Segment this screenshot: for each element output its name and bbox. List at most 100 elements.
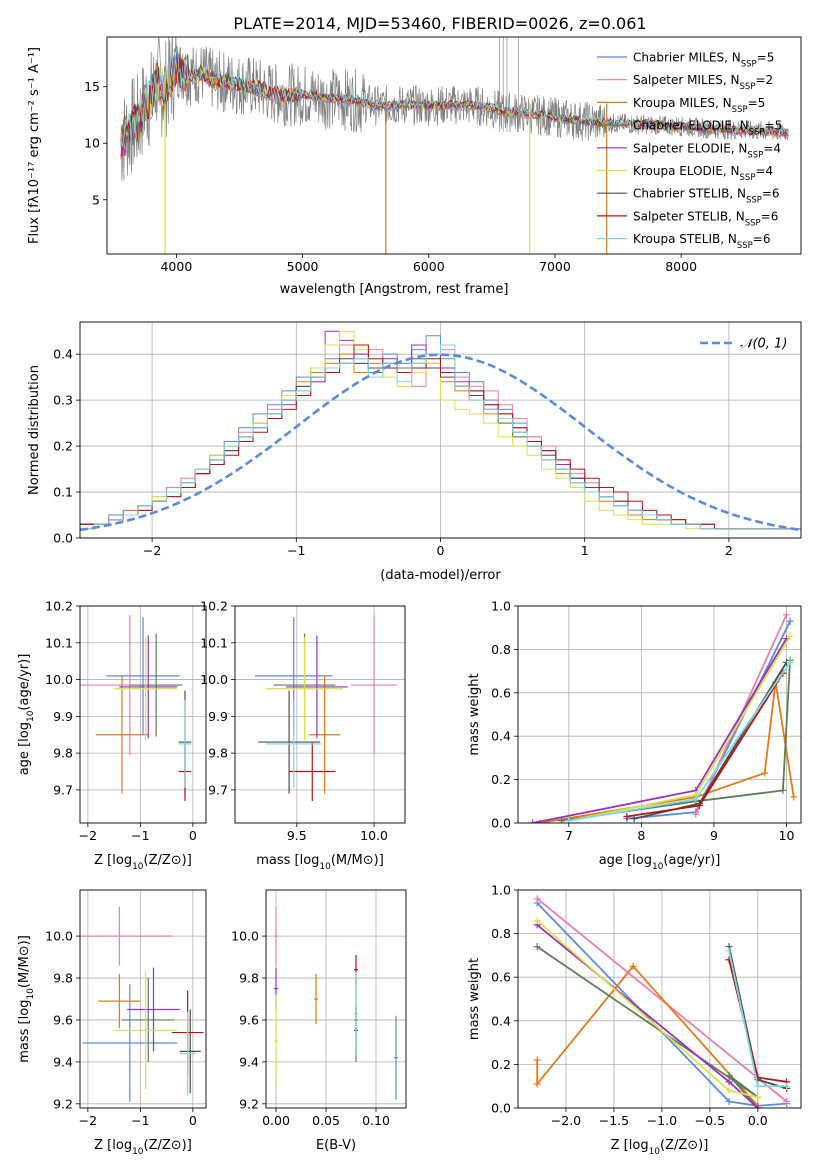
residuals-ylabel: Normed distribution xyxy=(27,365,42,495)
age-vs-z-ytick-label: 9.9 xyxy=(53,709,73,724)
mass-weight-vs-z-frame xyxy=(517,889,802,1109)
legend-label: Chabrier MILES, N xyxy=(633,51,741,65)
age-vs-z-ylabel-label: age [log10(age/yr)] xyxy=(17,654,36,776)
spectrum-ytick-label: 15 xyxy=(84,79,100,94)
spectrum-frame xyxy=(106,36,802,255)
legend-n: =2 xyxy=(755,73,773,87)
residuals-xlabel: (data-model)/error xyxy=(380,568,501,583)
mass-weight-vs-age-ytick-label: 0.8 xyxy=(491,642,511,657)
mass-vs-ebv-ytick-label: 9.2 xyxy=(239,1096,259,1111)
age-vs-mass-xtick-label: 9.5 xyxy=(287,828,307,843)
mass-vs-z-ytick-label: 9.6 xyxy=(53,1012,73,1027)
age-vs-z-xtick-label: 0 xyxy=(189,828,197,843)
residuals-ytick-label: 0.1 xyxy=(53,485,73,500)
legend-n: =5 xyxy=(748,96,766,110)
mass-vs-ebv-plot xyxy=(274,906,398,1100)
mass-weight-vs-z-ytick-label: 0.4 xyxy=(491,1013,511,1028)
xlabel-main: mass [log xyxy=(256,853,319,868)
mass-vs-ebv-ytick-label: 9.6 xyxy=(239,1012,259,1027)
residuals-ytick-label: 0.4 xyxy=(53,347,73,362)
legend-label: Salpeter STELIB, N xyxy=(633,209,745,223)
legend-label: Kroupa ELODIE, N xyxy=(633,164,740,178)
spectrum-xtick-label: 4000 xyxy=(160,259,192,274)
spectrum-axes: 4000 5000 6000 7000 8000 5 10 15 xyxy=(84,79,697,274)
mass-weight-vs-age-xlabel-label: age [log10(age/yr)] xyxy=(599,853,721,872)
mass-weight-vs-z-ytick-label: 0.6 xyxy=(491,970,511,985)
legend-n: =6 xyxy=(753,232,771,246)
ylabel-main: age [log xyxy=(17,722,32,775)
spectrum-model-line xyxy=(120,46,789,148)
mass-weight-vs-z-ytick-label: 0.0 xyxy=(491,1101,511,1116)
age-vs-mass-ytick-label: 9.7 xyxy=(208,782,228,797)
mass-weight-vs-age-point-marker xyxy=(782,611,790,619)
mass-weight-vs-z-point-marker xyxy=(754,1104,762,1108)
legend-sub: SSP xyxy=(746,196,762,206)
legend-n: =4 xyxy=(755,164,773,178)
mass-vs-z-frame xyxy=(79,889,207,1109)
age-vs-mass-ytick-label: 9.8 xyxy=(208,746,228,761)
mass-weight-vs-age-ytick-label: 0.6 xyxy=(491,685,511,700)
mass-vs-ebv-xtick-label: 0.10 xyxy=(362,1113,390,1128)
mass-weight-vs-age-point-marker xyxy=(695,802,703,810)
spectrum-ylabel: Flux [fλ10⁻¹⁷ erg cm⁻² s⁻¹ A⁻¹] xyxy=(27,47,42,244)
mass-weight-vs-age-plot xyxy=(529,611,798,823)
mass-weight-vs-z-xlabel-label: Z [log10(Z/Z⊙)] xyxy=(611,1138,709,1157)
age-vs-z-ytick-label: 10.2 xyxy=(45,599,73,614)
mass-vs-z-ylabel-label: mass [log10(M/M⊙)] xyxy=(17,935,36,1063)
ylabel-tail: (M/M⊙)] xyxy=(17,935,32,988)
age-vs-mass-ytick-label: 9.9 xyxy=(208,709,228,724)
mass-vs-ebv-frame xyxy=(265,889,407,1109)
legend-label: Salpeter ELODIE, N xyxy=(633,141,747,155)
legend-sub: SSP xyxy=(732,105,748,115)
xlabel-main: age [log xyxy=(599,853,652,868)
xlabel-sub: 10 xyxy=(132,862,144,872)
mass-weight-vs-age-xtick-label: 10 xyxy=(779,828,795,843)
mass-weight-vs-age-point-marker xyxy=(529,819,537,823)
mass-vs-ebv-ytick-label: 9.8 xyxy=(239,971,259,986)
xlabel-tail: (M/M⊙)] xyxy=(331,853,384,868)
xlabel-tail: (age/yr)] xyxy=(663,853,720,868)
legend-sub: SSP xyxy=(740,173,756,183)
xlabel-tail: (Z/Z⊙)] xyxy=(144,1138,192,1153)
residuals-xtick-label: −2 xyxy=(143,543,161,558)
ylabel-main: mass [log xyxy=(17,1000,32,1063)
mass-weight-vs-age-point-marker xyxy=(761,769,769,777)
legend-n: =5 xyxy=(765,119,783,133)
ylabel-sub: 10 xyxy=(26,988,36,1000)
mass-vs-z-ytick-label: 9.2 xyxy=(53,1096,73,1111)
mass-weight-vs-z-series-line xyxy=(536,945,759,1108)
mass-weight-vs-age-ytick-label: 1.0 xyxy=(491,599,511,614)
mass-weight-vs-z-point-marker xyxy=(533,917,541,925)
legend-label: Chabrier ELODIE, N xyxy=(633,119,749,133)
mass-vs-z-ytick-label: 9.4 xyxy=(53,1054,73,1069)
mass-weight-vs-age-ytick-label: 0.4 xyxy=(491,729,511,744)
legend-sub: SSP xyxy=(740,82,756,92)
mass-weight-vs-age-point-marker xyxy=(692,810,700,818)
mass-weight-vs-age-point-marker xyxy=(779,786,787,794)
legend-n: =6 xyxy=(762,187,780,201)
residuals-ytick-label: 0.0 xyxy=(53,531,73,546)
residuals-xtick-label: 1 xyxy=(581,543,589,558)
age-vs-mass-xlabel-label: mass [log10(M/M⊙)] xyxy=(256,853,384,872)
mass-weight-vs-age-ytick-label: 0.2 xyxy=(491,772,511,787)
spectrum-xlabel: wavelength [Angstrom, rest frame] xyxy=(280,282,509,297)
mass-weight-vs-age-xtick-label: 8 xyxy=(637,828,645,843)
spectrum-xtick-label: 7000 xyxy=(539,259,571,274)
mass-vs-z-plot xyxy=(80,906,204,1102)
mass-weight-vs-z-point-marker xyxy=(725,1087,733,1095)
age-vs-z-xtick-label: −1 xyxy=(131,828,149,843)
mass-weight-vs-z-ytick-label: 0.2 xyxy=(491,1057,511,1072)
mass-weight-vs-age-ylabel: mass weight xyxy=(467,673,482,755)
legend-label: Kroupa STELIB, N xyxy=(633,232,737,246)
mass-weight-vs-age-point-marker xyxy=(786,632,794,640)
mass-weight-vs-z-point-marker xyxy=(725,1078,733,1086)
mass-weight-vs-z-xtick-label: −1.0 xyxy=(647,1113,677,1128)
xlabel-main: Z [log xyxy=(94,853,132,868)
mass-vs-ebv-axes: 0.00 0.05 0.10 9.2 9.4 9.6 9.8 10.0 xyxy=(231,890,406,1128)
residuals-xtick-label: 0 xyxy=(437,543,445,558)
mass-vs-ebv-xtick-label: 0.05 xyxy=(312,1113,340,1128)
mass-weight-vs-z-ytick-label: 1.0 xyxy=(491,883,511,898)
mass-weight-vs-z-point-marker xyxy=(754,1093,762,1101)
residuals-frame xyxy=(79,321,802,539)
mass-weight-vs-age-point-marker xyxy=(630,815,638,823)
